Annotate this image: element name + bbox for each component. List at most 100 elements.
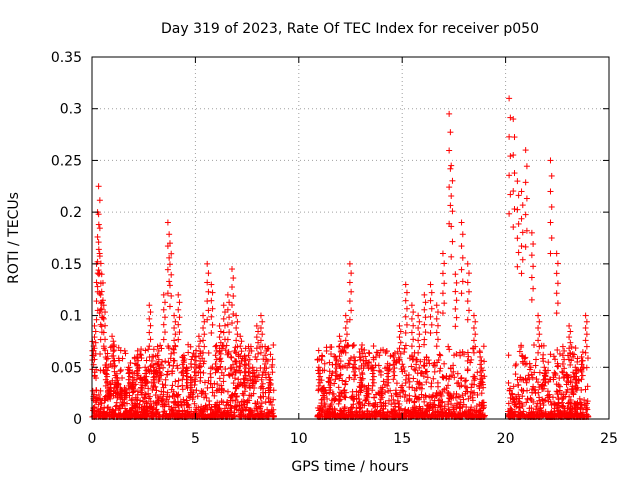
data-point: [396, 322, 403, 329]
data-point: [536, 343, 543, 350]
data-point: [408, 302, 415, 309]
data-point: [448, 253, 455, 260]
data-point: [357, 389, 364, 396]
data-point: [415, 337, 422, 344]
data-point: [102, 336, 109, 343]
data-point: [205, 270, 212, 277]
data-point: [183, 376, 190, 383]
data-point: [191, 368, 198, 375]
data-point: [511, 206, 518, 213]
data-point: [507, 191, 514, 198]
data-point: [452, 271, 459, 278]
data-point: [217, 328, 224, 335]
data-point: [166, 261, 173, 268]
data-point: [427, 313, 434, 320]
data-point: [352, 357, 359, 364]
data-point: [433, 302, 440, 309]
data-point: [458, 290, 465, 297]
data-point: [403, 321, 410, 328]
data-point: [201, 331, 208, 338]
data-point: [142, 382, 149, 389]
data-point: [507, 153, 514, 160]
data-point: [237, 353, 244, 360]
data-point: [511, 134, 518, 141]
data-point: [441, 280, 448, 287]
data-point: [92, 328, 99, 335]
data-point: [542, 367, 549, 374]
data-point: [553, 290, 560, 297]
data-point: [150, 382, 157, 389]
data-point: [541, 382, 548, 389]
data-point: [255, 328, 262, 335]
data-point: [421, 321, 428, 328]
data-point: [226, 329, 233, 336]
data-point: [138, 389, 145, 396]
data-point: [262, 352, 269, 359]
data-point: [162, 299, 169, 306]
data-point: [337, 358, 344, 365]
data-point: [146, 343, 153, 350]
data-point: [179, 361, 186, 368]
data-point: [208, 297, 215, 304]
data-point: [230, 311, 237, 318]
data-point: [578, 368, 585, 375]
data-point: [370, 373, 377, 380]
data-point: [346, 316, 353, 323]
data-point: [95, 267, 102, 274]
data-point: [535, 312, 542, 319]
data-point: [465, 307, 472, 314]
data-point: [464, 298, 471, 305]
data-point: [109, 343, 116, 350]
data-point: [126, 373, 133, 380]
data-point: [433, 315, 440, 322]
data-point: [249, 376, 256, 383]
data-point: [200, 349, 207, 356]
data-point: [220, 343, 227, 350]
data-point: [242, 372, 249, 379]
data-point: [458, 266, 465, 273]
data-point: [93, 298, 100, 305]
y-tick-label: 0.2: [60, 205, 82, 221]
data-point: [547, 219, 554, 226]
data-point: [224, 336, 231, 343]
data-point: [385, 367, 392, 374]
data-point: [212, 360, 219, 367]
data-point: [515, 192, 522, 199]
data-point: [554, 280, 561, 287]
data-point: [217, 350, 224, 357]
data-point: [573, 367, 580, 374]
data-point: [92, 350, 99, 357]
data-point: [135, 365, 142, 372]
data-point: [104, 373, 111, 380]
data-point: [522, 179, 529, 186]
data-point: [241, 368, 248, 375]
data-point: [465, 270, 472, 277]
data-point: [102, 309, 109, 316]
data-point: [391, 365, 398, 372]
data-point: [171, 337, 178, 344]
data-point: [452, 288, 459, 295]
data-point: [94, 283, 101, 290]
y-tick-label: 0.3: [60, 102, 82, 118]
data-point: [342, 324, 349, 331]
data-point: [385, 379, 392, 386]
data-point: [109, 353, 116, 360]
data-point: [221, 322, 228, 329]
data-point: [315, 370, 322, 377]
data-point: [396, 334, 403, 341]
data-point: [441, 300, 448, 307]
data-point: [522, 243, 529, 250]
data-point: [162, 314, 169, 321]
data-point: [155, 356, 162, 363]
data-point: [125, 370, 132, 377]
data-point: [566, 334, 573, 341]
data-point: [257, 324, 264, 331]
data-point: [217, 339, 224, 346]
data-point: [396, 345, 403, 352]
data-point: [370, 379, 377, 386]
data-point: [142, 376, 149, 383]
data-point: [154, 369, 161, 376]
data-point: [336, 353, 343, 360]
data-point: [133, 361, 140, 368]
data-point: [166, 240, 173, 247]
